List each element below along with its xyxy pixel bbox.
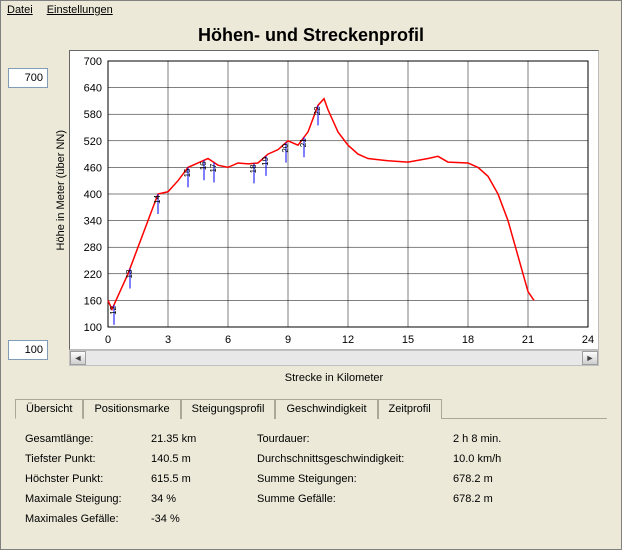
svg-text:280: 280 <box>84 242 102 254</box>
elevation-chart: 100 160 220 280 340 400 460 520 580 640 700 0 3 6 9 12 1… <box>69 50 599 350</box>
chart-zone: Höhe in Meter (über NN) 1001602202803404… <box>1 50 621 394</box>
tab-zeitprofil[interactable]: Zeitprofil <box>378 399 442 419</box>
svg-text:18: 18 <box>249 164 258 173</box>
svg-text:9: 9 <box>285 334 291 346</box>
svg-text:22: 22 <box>313 106 322 115</box>
stat-label: Tiefster Punkt: <box>25 453 145 465</box>
svg-text:460: 460 <box>84 162 102 174</box>
scroll-right-button[interactable]: ► <box>582 351 598 365</box>
stat-value: 615.5 m <box>151 473 251 485</box>
svg-text:17: 17 <box>209 163 218 172</box>
svg-text:24: 24 <box>582 334 594 346</box>
menubar: Datei Einstellungen <box>1 1 621 19</box>
chart-scrollbar[interactable]: ◄ ► <box>69 350 599 366</box>
svg-text:21: 21 <box>299 138 308 147</box>
stat-value: 140.5 m <box>151 453 251 465</box>
svg-text:400: 400 <box>84 189 102 201</box>
stat-label: Maximales Gefälle: <box>25 513 145 525</box>
tab-geschwindigkeit[interactable]: Geschwindigkeit <box>275 399 377 419</box>
tab-positionsmarke[interactable]: Positionsmarke <box>83 399 180 419</box>
svg-text:580: 580 <box>84 109 102 121</box>
svg-text:6: 6 <box>225 334 231 346</box>
ymin-input[interactable] <box>8 340 48 360</box>
svg-text:700: 700 <box>84 56 102 68</box>
stat-value: 678.2 m <box>453 473 597 485</box>
x-axis-label: Strecke in Kilometer <box>69 372 599 384</box>
stat-value: 34 % <box>151 493 251 505</box>
stat-label: Maximale Steigung: <box>25 493 145 505</box>
stat-label: Gesamtlänge: <box>25 433 145 445</box>
svg-text:19: 19 <box>261 156 270 165</box>
stat-value <box>453 513 597 525</box>
stat-value: 21.35 km <box>151 433 251 445</box>
stat-label: Summe Steigungen: <box>257 473 447 485</box>
svg-text:20: 20 <box>281 143 290 152</box>
svg-text:640: 640 <box>84 83 102 95</box>
svg-text:100: 100 <box>84 322 102 334</box>
stats-panel: Gesamtlänge: 21.35 km Tourdauer: 2 h 8 min.… <box>1 419 621 539</box>
svg-text:12: 12 <box>342 334 354 346</box>
svg-text:520: 520 <box>84 136 102 148</box>
svg-text:14: 14 <box>153 195 162 204</box>
stat-value: 2 h 8 min. <box>453 433 597 445</box>
scroll-left-button[interactable]: ◄ <box>70 351 86 365</box>
stat-value: 10.0 km/h <box>453 453 597 465</box>
page-title: Höhen- und Streckenprofil <box>1 25 621 46</box>
stat-value: -34 % <box>151 513 251 525</box>
svg-text:21: 21 <box>522 334 534 346</box>
stat-label: Durchschnittsgeschwindigkeit: <box>257 453 447 465</box>
menu-file[interactable]: Datei <box>7 4 33 16</box>
stat-label: Summe Gefälle: <box>257 493 447 505</box>
svg-text:220: 220 <box>84 269 102 281</box>
svg-text:15: 15 <box>183 168 192 177</box>
svg-text:16: 16 <box>199 161 208 170</box>
stat-label <box>257 513 447 525</box>
svg-text:0: 0 <box>105 334 111 346</box>
stat-value: 678.2 m <box>453 493 597 505</box>
svg-text:15: 15 <box>402 334 414 346</box>
svg-text:18: 18 <box>462 334 474 346</box>
svg-text:13: 13 <box>125 269 134 278</box>
tabstrip: ÜbersichtPositionsmarkeSteigungsprofilGe… <box>15 398 607 419</box>
svg-text:160: 160 <box>84 295 102 307</box>
ymax-input[interactable] <box>8 68 48 88</box>
svg-text:12: 12 <box>109 305 118 314</box>
tab-steigungsprofil[interactable]: Steigungsprofil <box>181 399 276 419</box>
svg-text:340: 340 <box>84 216 102 228</box>
svg-text:3: 3 <box>165 334 171 346</box>
stat-label: Höchster Punkt: <box>25 473 145 485</box>
stat-label: Tourdauer: <box>257 433 447 445</box>
menu-settings[interactable]: Einstellungen <box>47 4 113 16</box>
tab-übersicht[interactable]: Übersicht <box>15 399 83 419</box>
y-axis-label: Höhe in Meter (über NN) <box>55 130 67 250</box>
